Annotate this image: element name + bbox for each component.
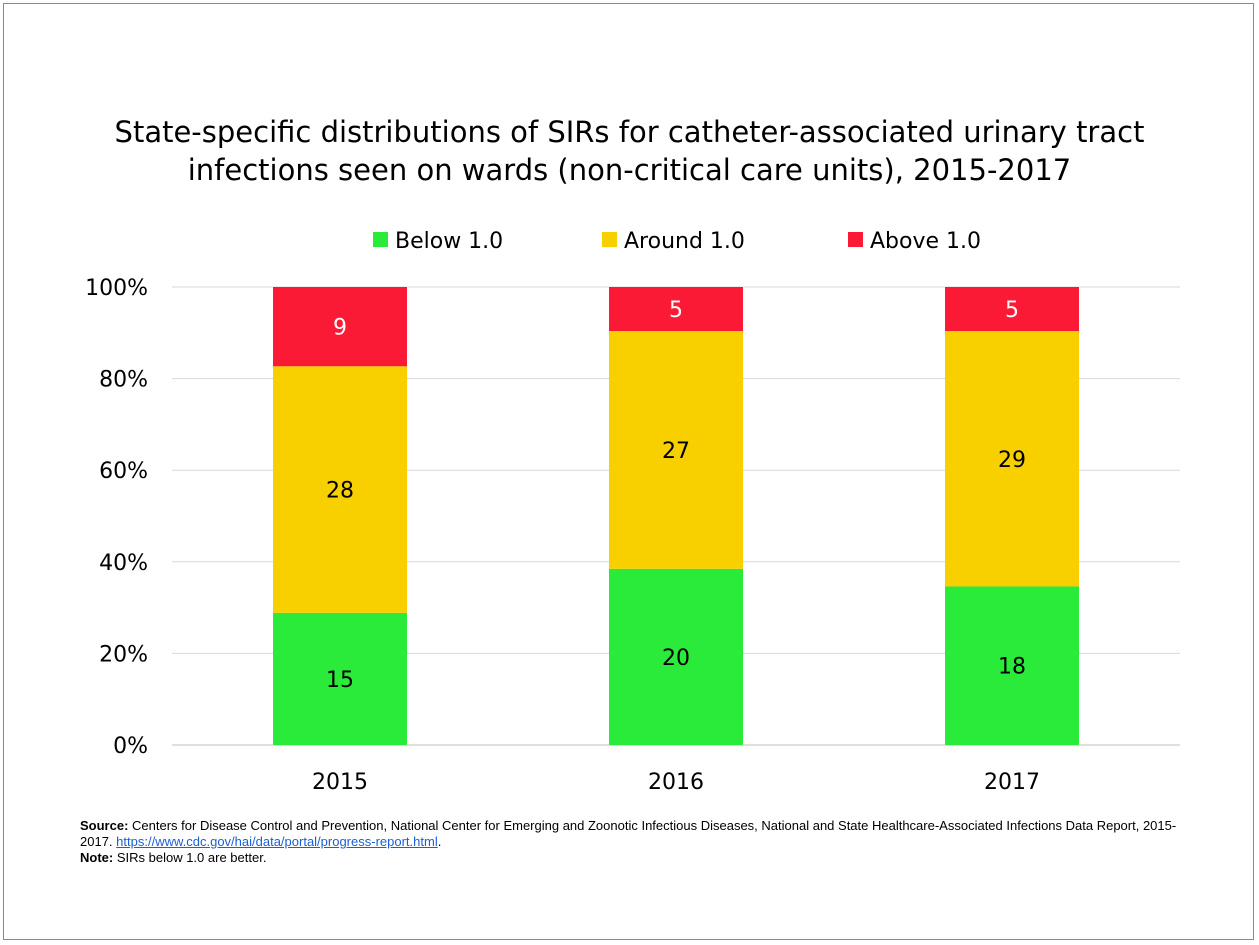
source-note: Source: Centers for Disease Control and … xyxy=(80,818,1200,866)
note-label: Note: xyxy=(80,850,114,865)
bar-segment xyxy=(273,287,407,367)
x-tick-label: 2017 xyxy=(984,770,1040,795)
data-label: 9 xyxy=(333,316,347,341)
y-tick-label: 60% xyxy=(99,459,148,484)
data-label: 15 xyxy=(326,668,354,693)
y-tick-label: 0% xyxy=(113,734,148,759)
y-tick-label: 80% xyxy=(99,368,148,393)
data-label: 28 xyxy=(326,479,354,504)
chart-title-line-2: infections seen on wards (non-critical c… xyxy=(187,153,1072,187)
source-text: Centers for Disease Control and Preventi… xyxy=(80,818,1177,849)
data-label: 5 xyxy=(1005,298,1019,323)
bar-segment xyxy=(273,366,407,613)
y-tick-label: 20% xyxy=(99,642,148,667)
bar-segment xyxy=(273,612,407,745)
bar-segment xyxy=(945,331,1079,587)
chart-title: State-specific distributions of SIRs for… xyxy=(0,113,1259,189)
legend-label: Around 1.0 xyxy=(624,229,745,254)
chart-title-line-1: State-specific distributions of SIRs for… xyxy=(114,115,1145,149)
y-tick-label: 100% xyxy=(85,276,148,301)
data-label: 27 xyxy=(662,439,690,464)
bar-segment xyxy=(945,287,1079,332)
legend-label: Below 1.0 xyxy=(395,229,503,254)
data-label: 29 xyxy=(998,448,1026,473)
legend-swatch xyxy=(373,232,388,247)
bar-segment xyxy=(609,568,743,745)
legend-swatch xyxy=(848,232,863,247)
bar-segment xyxy=(609,331,743,569)
data-label: 18 xyxy=(998,655,1026,680)
source-label: Source: xyxy=(80,818,129,833)
x-tick-label: 2015 xyxy=(312,770,368,795)
legend-swatch xyxy=(602,232,617,247)
data-label: 5 xyxy=(669,298,683,323)
bar-segment xyxy=(609,287,743,332)
data-label: 20 xyxy=(662,646,690,671)
bar-segment xyxy=(945,586,1079,745)
y-tick-label: 40% xyxy=(99,551,148,576)
x-tick-label: 2016 xyxy=(648,770,704,795)
source-end: . xyxy=(437,834,442,849)
note-text: SIRs below 1.0 are better. xyxy=(116,850,267,865)
legend-label: Above 1.0 xyxy=(870,229,981,254)
source-link[interactable]: https://www.cdc.gov/hai/data/portal/prog… xyxy=(116,834,438,849)
